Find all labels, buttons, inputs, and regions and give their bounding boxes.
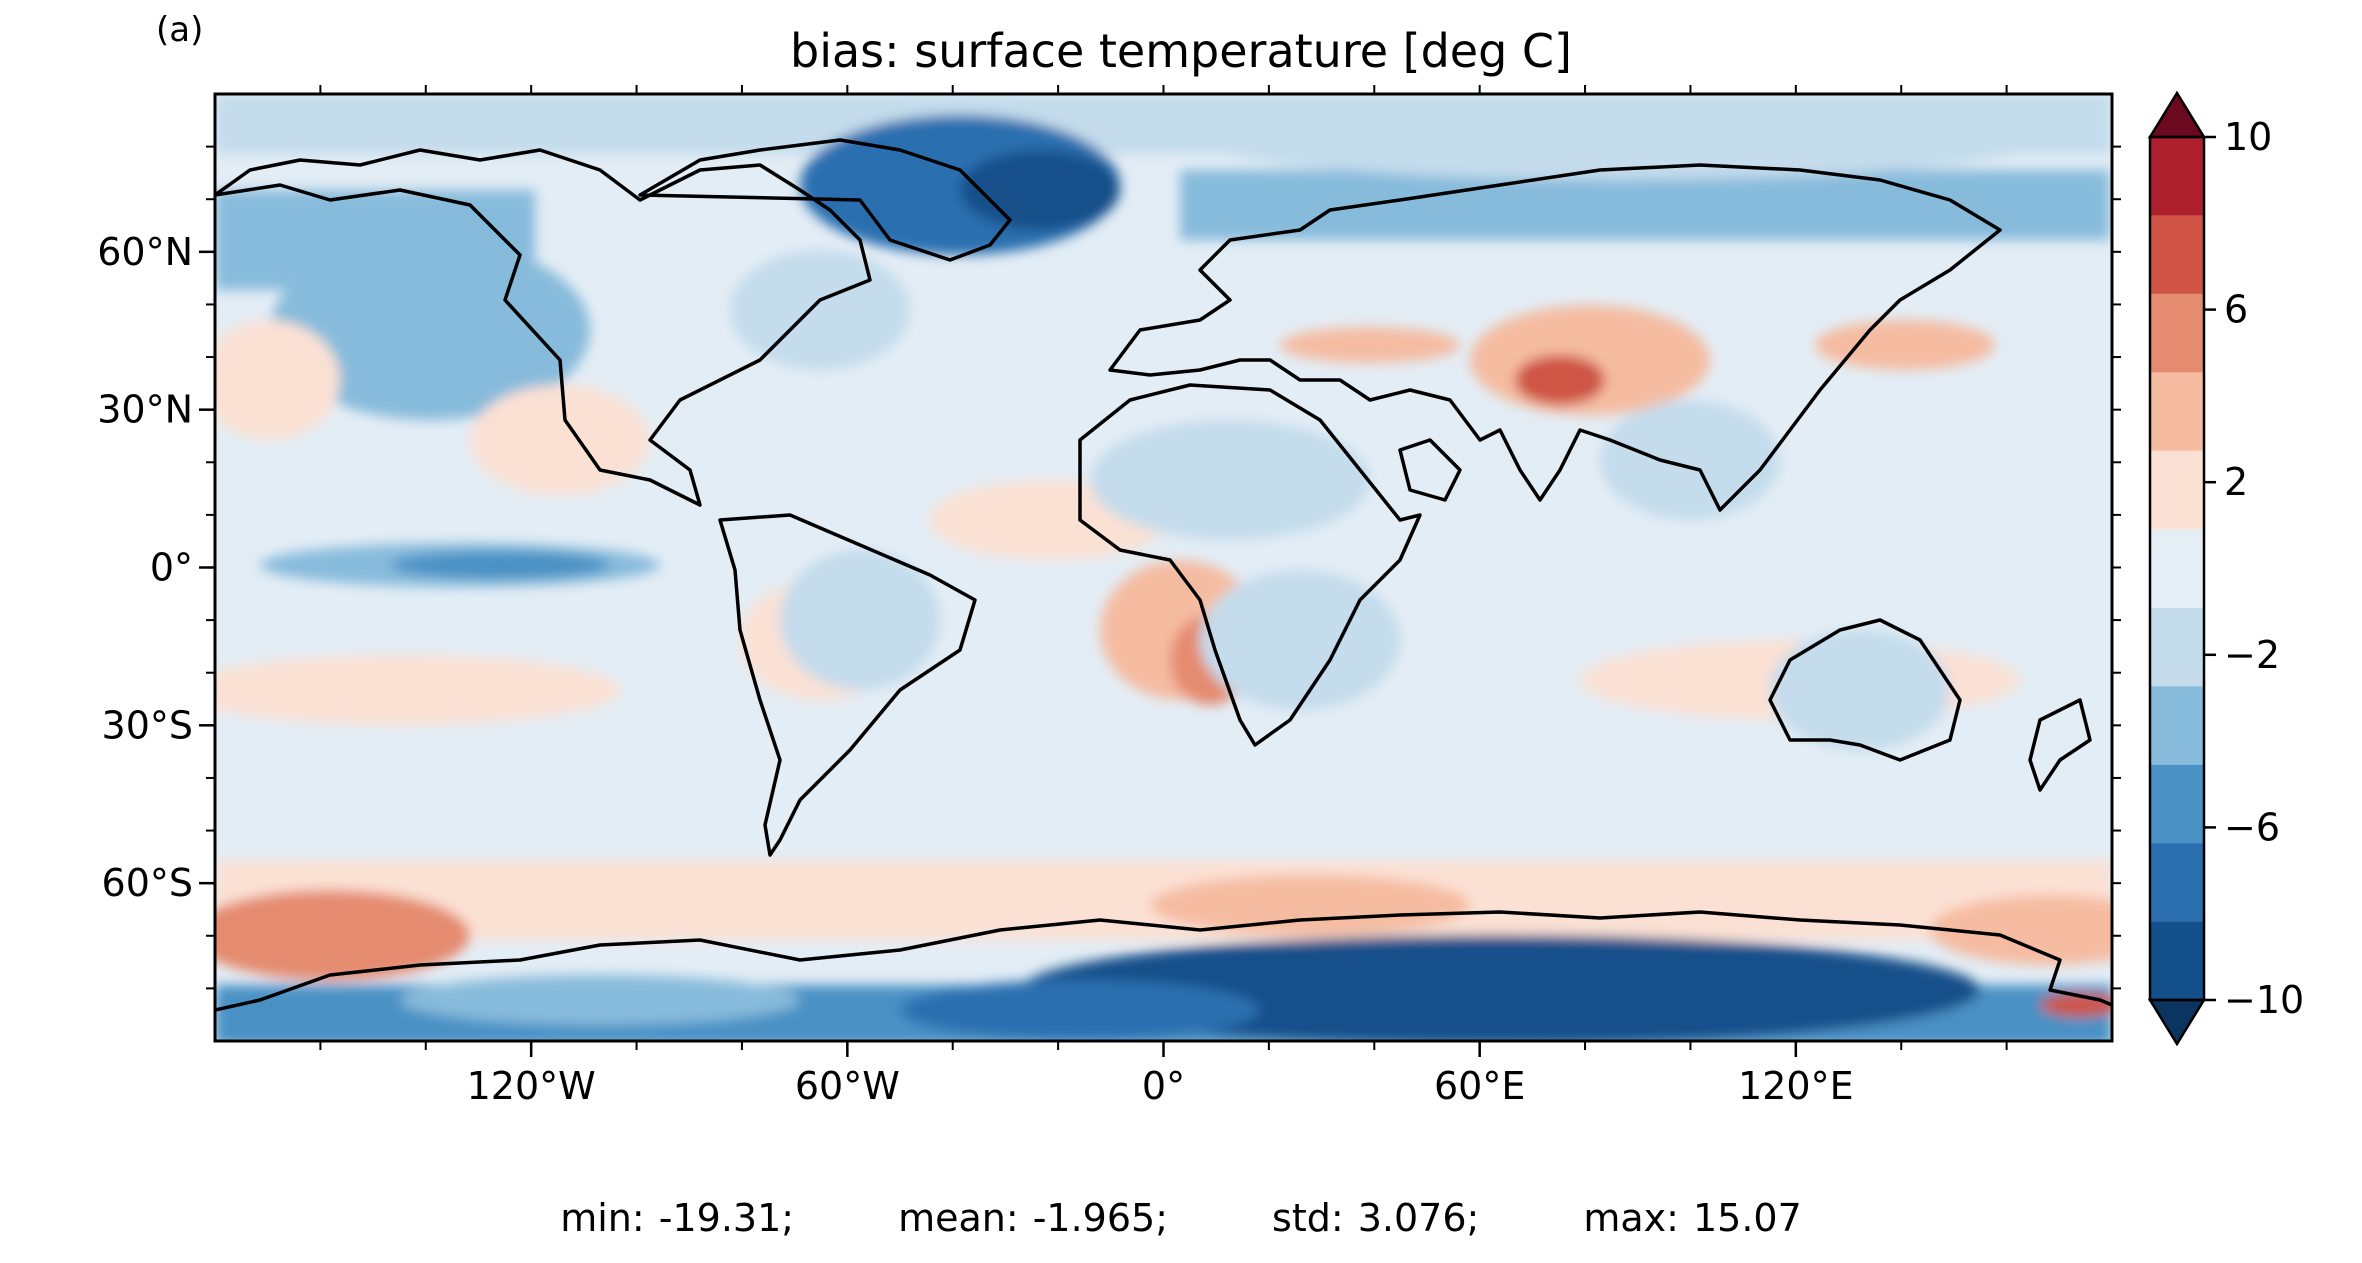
map-axes: 120°W 60°W 0° 60°E 120°E 60°N 30°N 0° 30°S 60°S xyxy=(97,85,2121,1108)
colorbar-extend-low xyxy=(2147,998,2207,1047)
colorbar-tick-label: −10 xyxy=(2224,978,2304,1022)
stat-mean: mean: -1.965; xyxy=(898,1196,1169,1240)
colorbar-extend-high xyxy=(2147,90,2207,139)
colorbar: 10 6 2 −2 −6 −10 xyxy=(2147,90,2304,1047)
colorbar-segment xyxy=(2150,921,2204,1000)
colorbar-segment xyxy=(2150,529,2204,608)
colorbar-segment xyxy=(2150,137,2204,216)
lat-tick-label: 60°S xyxy=(102,861,193,905)
colorbar-segment xyxy=(2150,372,2204,451)
lon-tick-label: 60°E xyxy=(1434,1064,1525,1108)
lon-tick-label: 120°E xyxy=(1738,1064,1854,1108)
lat-tick-label: 30°N xyxy=(97,388,193,432)
lon-tick-label: 120°W xyxy=(467,1064,596,1108)
plot-title: bias: surface temperature [deg C] xyxy=(790,24,1572,78)
colorbar-segment xyxy=(2150,607,2204,687)
bias-field xyxy=(215,94,2112,1041)
lat-tick-label: 30°S xyxy=(102,703,193,747)
stats-line: min: -19.31; mean: -1.965; std: 3.076; max:… xyxy=(0,1196,2362,1240)
bias-patches xyxy=(215,94,2112,1041)
lon-tick-label: 60°W xyxy=(795,1064,900,1108)
colorbar-segment xyxy=(2150,293,2204,373)
colorbar-segment xyxy=(2150,843,2204,922)
colorbar-segment xyxy=(2150,686,2204,765)
colorbar-tick-label: 6 xyxy=(2224,288,2248,332)
colorbar-segment xyxy=(2150,450,2204,530)
colorbar-tick-label: −6 xyxy=(2224,805,2280,849)
lon-tick-label: 0° xyxy=(1142,1064,1185,1108)
colorbar-tick-label: 2 xyxy=(2224,460,2248,504)
stat-std: std: 3.076; xyxy=(1272,1196,1480,1240)
stat-max: max: 15.07 xyxy=(1583,1196,1802,1240)
colorbar-tick-label: −2 xyxy=(2224,633,2280,677)
colorbar-segment xyxy=(2150,215,2204,294)
colorbar-segment xyxy=(2150,764,2204,844)
colorbar-frame xyxy=(2148,135,2206,1002)
coastlines xyxy=(215,138,2112,1012)
stat-min: min: -19.31; xyxy=(560,1196,795,1240)
colorbar-tick-label: 10 xyxy=(2224,115,2272,159)
panel-label: (a) xyxy=(156,10,204,50)
lat-tick-label: 60°N xyxy=(97,230,193,274)
lat-tick-label: 0° xyxy=(150,546,193,590)
